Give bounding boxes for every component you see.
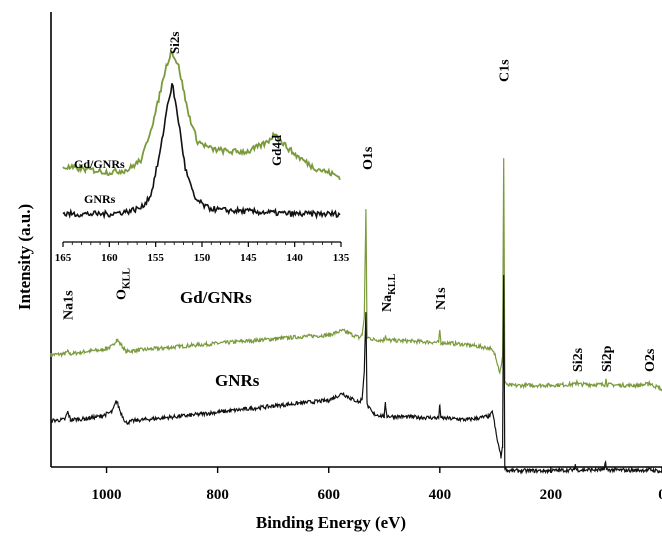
inset-x-tick-label-160: 160	[101, 252, 118, 264]
peak-label-c1s: C1s	[498, 59, 513, 82]
peak-label-okll: OKLL	[114, 268, 132, 300]
x-tick-label-800: 800	[206, 487, 229, 503]
inset-peak-label-gd4d: Gd4d	[269, 134, 284, 166]
x-axis-title: Binding Energy (eV)	[256, 513, 406, 532]
inset-peak-labels: Si2s Gd4d	[167, 32, 284, 166]
inset-x-tick-label-135: 135	[333, 252, 350, 264]
main-plot-area: 1000 800 600 400 200 0 Na1s OKLL O1s NaKLL N1s C1s…	[15, 12, 662, 532]
x-tick-label-400: 400	[429, 487, 452, 503]
series-line-gd-gnrs	[50, 158, 662, 392]
peak-label-nakll: NaKLL	[380, 273, 398, 312]
x-tick-label-600: 600	[317, 487, 340, 503]
peak-label-n1s: N1s	[434, 287, 449, 310]
inset-peak-label-si2s: Si2s	[167, 32, 182, 54]
x-tick-label-1000: 1000	[92, 487, 122, 503]
inset-x-tick-label-155: 155	[147, 252, 164, 264]
peak-label-o1s: O1s	[361, 146, 376, 170]
inset-series-line-gd-gnrs	[62, 49, 341, 181]
inset-series-line-gnrs	[62, 83, 341, 220]
main-peak-labels: Na1s OKLL O1s NaKLL N1s C1s Si2s Si2p O2s	[62, 59, 659, 372]
inset-x-tick-label-145: 145	[240, 252, 257, 264]
inset-series-label-gd-gnrs: Gd/GNRs	[74, 157, 125, 171]
inset-x-tick-label-140: 140	[286, 252, 303, 264]
y-axis-title: Intensity (a.u.)	[15, 204, 34, 310]
series-label-gd-gnrs: Gd/GNRs	[180, 288, 252, 307]
inset-plot-area: 165 160 155 150 145 140 135 Si2s Gd4d Gd/GNRs G…	[55, 32, 350, 264]
peak-label-o2s: O2s	[643, 348, 658, 372]
x-ticks: 1000 800 600 400 200 0	[92, 467, 662, 503]
peak-label-si2s: Si2s	[571, 347, 586, 372]
peak-label-na1s: Na1s	[62, 290, 77, 320]
inset-series-label-gnrs: GNRs	[84, 192, 116, 206]
x-tick-label-200: 200	[540, 487, 563, 503]
series-line-gnrs	[50, 274, 662, 475]
x-tick-label-0: 0	[658, 487, 662, 503]
inset-series-group	[62, 49, 341, 220]
peak-label-si2p: Si2p	[600, 345, 615, 372]
inset-x-ticks: 165 160 155 150 145 140 135	[55, 242, 350, 264]
inset-x-tick-label-150: 150	[194, 252, 211, 264]
inset-x-tick-label-165: 165	[55, 252, 72, 264]
series-label-gnrs: GNRs	[215, 371, 260, 390]
main-series-group	[50, 158, 662, 475]
